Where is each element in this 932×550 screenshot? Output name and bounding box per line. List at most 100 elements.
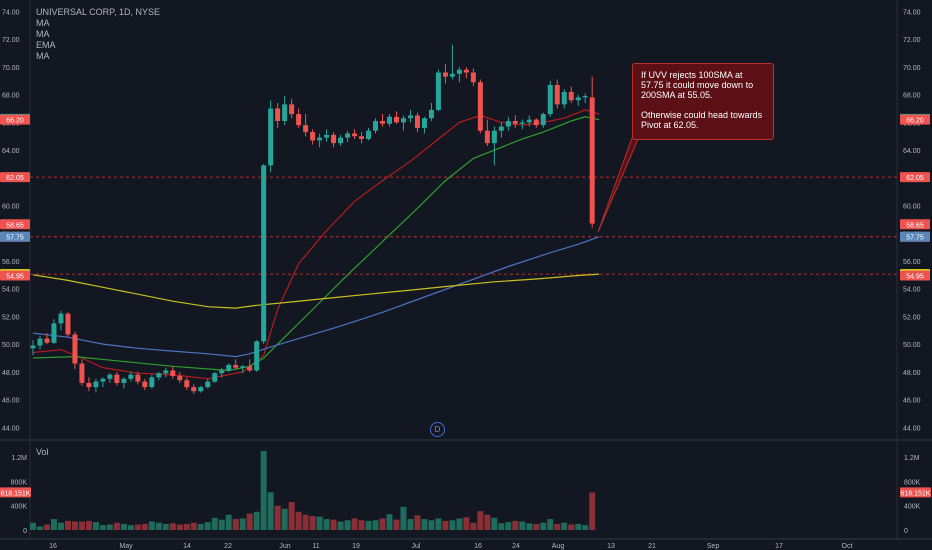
indicator-ma-1[interactable]: MA <box>36 18 50 28</box>
dividend-marker[interactable]: D <box>430 422 445 437</box>
right-tick-label: 54.00 <box>903 287 921 294</box>
candle-body <box>400 118 406 123</box>
right-tick-label: 72.00 <box>903 37 921 44</box>
volume-bar <box>330 519 337 530</box>
time-tick-label: Aug <box>552 543 565 550</box>
time-tick-label: 17 <box>775 543 783 550</box>
left-tick-label: 48.00 <box>2 370 20 377</box>
candle-body <box>526 119 532 123</box>
volume-bar <box>281 508 288 530</box>
candle-body <box>93 381 99 388</box>
candle-body <box>324 134 330 138</box>
volume-tag-left <box>0 487 31 498</box>
volume-bar <box>232 519 239 530</box>
volume-tag-right <box>900 487 931 498</box>
candle-body <box>568 91 574 101</box>
candle-body <box>456 69 462 74</box>
volume-bar <box>64 520 71 530</box>
price-tag-right <box>900 114 930 125</box>
time-axis: 16 May 14 22 Jun 11 19 Jul 16 24 Aug 13 21 Sep 17 Oct <box>49 543 852 550</box>
annotation-callout[interactable]: If UVV rejects 100SMA at 57.75 it could … <box>632 63 774 140</box>
volume-bar <box>442 520 449 530</box>
candle-body <box>212 373 218 382</box>
candle-body <box>163 370 169 374</box>
symbol-title[interactable]: UNIVERSAL CORP, 1D, NYSE <box>36 7 161 17</box>
volume-bar <box>225 514 232 530</box>
volume-bar <box>414 515 421 530</box>
volume-bar <box>190 522 197 530</box>
right-tick-label: 68.00 <box>903 93 921 100</box>
right-volume-tick: 0 <box>904 528 908 535</box>
candle-body <box>86 382 92 388</box>
candle-body <box>484 130 490 144</box>
volume-bar <box>197 523 204 530</box>
candle-body <box>338 137 344 144</box>
right-volume-tick: 400K <box>904 504 921 511</box>
indicator-ema[interactable]: EMA <box>36 40 56 50</box>
volume-bar <box>526 523 533 530</box>
volume-bar <box>344 520 351 530</box>
candle-body <box>303 125 309 133</box>
candle-body <box>380 120 385 124</box>
indicator-ma-2[interactable]: MA <box>36 29 50 39</box>
candle-body <box>247 366 253 371</box>
price-tag-label: 54.95 <box>6 274 24 281</box>
candle-body <box>519 122 525 124</box>
volume-bar <box>421 519 428 530</box>
volume-bar <box>99 525 106 530</box>
price-tag-label: 54.95 <box>906 274 924 281</box>
candle-body <box>156 373 162 378</box>
candle-body <box>121 378 127 383</box>
volume-bar <box>309 516 316 530</box>
right-tick-label: 52.00 <box>903 314 921 321</box>
volume-bar <box>463 517 470 530</box>
time-tick-label: Jul <box>412 543 421 550</box>
right-volume-tick: 800K <box>904 479 921 486</box>
candle-body <box>170 370 176 377</box>
volume-bar <box>365 520 372 530</box>
candle-body <box>421 118 427 128</box>
price-tag-label: 58.65 <box>6 222 24 229</box>
candle-body <box>205 381 211 388</box>
volume-bar <box>85 520 92 530</box>
price-tag-label: 57.75 <box>6 235 24 242</box>
candle-body <box>331 134 337 144</box>
left-tick-label: 68.00 <box>2 93 20 100</box>
chart-legend: UNIVERSAL CORP, 1D, NYSE MA MA EMA MA <box>36 7 160 62</box>
right-tick-label: 46.00 <box>903 398 921 405</box>
candle-body <box>366 130 372 140</box>
candle-body <box>254 341 260 371</box>
candle-body <box>491 130 497 144</box>
left-volume-tick: 0 <box>23 528 27 535</box>
left-tick-label: 74.00 <box>2 10 20 17</box>
candle-body <box>114 374 120 383</box>
price-tag-right <box>900 172 930 183</box>
candle-body <box>184 380 190 388</box>
volume-bar <box>589 492 596 530</box>
candle-body <box>79 363 85 383</box>
candle-body <box>128 374 134 379</box>
volume-bar <box>302 514 309 530</box>
left-tick-label: 56.00 <box>2 259 20 266</box>
moving-average-line <box>32 109 600 380</box>
volume-bar <box>127 525 134 530</box>
volume-bar <box>470 522 477 530</box>
time-tick-label: 16 <box>49 543 57 550</box>
candle-body <box>512 120 518 124</box>
volume-bar <box>519 521 526 530</box>
moving-average-line <box>32 116 600 372</box>
volume-bar <box>372 520 379 530</box>
candle-body <box>540 114 546 126</box>
candle-body <box>177 376 183 381</box>
time-tick-label: 19 <box>352 543 360 550</box>
candle-body <box>51 323 57 343</box>
volume-label[interactable]: Vol <box>36 447 49 457</box>
candle-body <box>219 370 225 374</box>
candle-body <box>275 108 281 121</box>
indicator-ma-3[interactable]: MA <box>36 51 50 61</box>
candle-body <box>100 378 106 382</box>
volume-bar <box>456 518 463 530</box>
price-tag-left <box>0 114 30 125</box>
volume-bar <box>435 518 442 530</box>
